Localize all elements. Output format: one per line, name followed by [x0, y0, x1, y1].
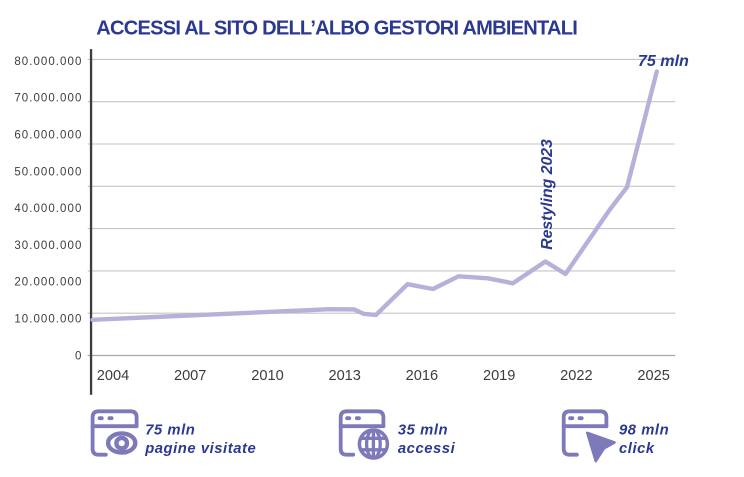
svg-text:2025: 2025: [637, 368, 669, 384]
svg-text:click: click: [619, 441, 655, 457]
svg-text:30.000.000: 30.000.000: [14, 240, 82, 252]
svg-text:Restyling 2023: Restyling 2023: [539, 139, 556, 250]
svg-text:70.000.000: 70.000.000: [14, 93, 82, 105]
svg-text:35 mln: 35 mln: [398, 423, 448, 439]
svg-text:40.000.000: 40.000.000: [14, 203, 82, 215]
svg-text:98 mln: 98 mln: [619, 423, 669, 439]
svg-text:2010: 2010: [251, 368, 283, 384]
svg-text:2016: 2016: [406, 368, 438, 384]
svg-text:75 mln: 75 mln: [145, 423, 195, 439]
svg-text:60.000.000: 60.000.000: [14, 130, 82, 142]
svg-text:2022: 2022: [560, 368, 592, 384]
svg-text:2019: 2019: [483, 368, 515, 384]
svg-text:75 mln: 75 mln: [638, 52, 689, 70]
svg-text:10.000.000: 10.000.000: [14, 314, 82, 326]
svg-text:2004: 2004: [97, 368, 129, 384]
svg-text:80.000.000: 80.000.000: [14, 56, 82, 68]
svg-text:pagine visitate: pagine visitate: [144, 441, 256, 457]
svg-text:accessi: accessi: [398, 441, 456, 457]
svg-text:20.000.000: 20.000.000: [14, 277, 82, 289]
svg-text:2013: 2013: [328, 368, 360, 384]
svg-text:50.000.000: 50.000.000: [14, 166, 82, 178]
svg-text:0: 0: [75, 350, 82, 362]
svg-text:ACCESSI AL SITO DELL’ALBO GEST: ACCESSI AL SITO DELL’ALBO GESTORI AMBIEN…: [96, 17, 577, 39]
svg-text:2007: 2007: [174, 368, 206, 384]
